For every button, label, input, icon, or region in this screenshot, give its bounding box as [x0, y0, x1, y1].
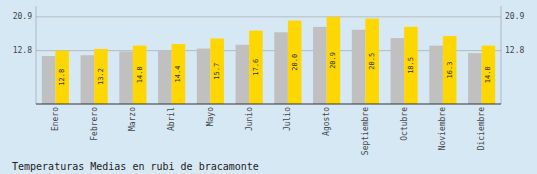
bar: [158, 51, 172, 104]
bar: [482, 46, 496, 104]
data-label: 13.2: [97, 68, 105, 85]
y-tick-label: 20.9: [13, 12, 32, 21]
bar: [391, 38, 405, 104]
data-label: 18.5: [407, 57, 415, 74]
y2-tick-label: 20.9: [505, 12, 524, 21]
bar: [443, 36, 457, 104]
data-label: 14.4: [174, 66, 182, 83]
bar: [468, 53, 482, 104]
bar: [197, 49, 211, 104]
bar: [404, 27, 418, 104]
bar: [274, 32, 288, 104]
bar: [236, 45, 250, 104]
bar: [327, 17, 341, 104]
bar: [352, 30, 366, 104]
bar: [94, 49, 108, 104]
x-tick-label: Octubre: [400, 107, 409, 141]
x-tick-label: Febrero: [90, 107, 99, 141]
bar: [81, 55, 95, 104]
x-tick-label: Agosto: [322, 107, 331, 136]
data-label: 14.0: [136, 66, 144, 83]
x-tick-label: Mayo: [206, 107, 215, 126]
bar: [288, 21, 302, 104]
data-label: 20.9: [329, 52, 337, 69]
grid-line: [36, 16, 501, 17]
x-tick-label: Septiembre: [361, 107, 370, 155]
x-tick-label: Diciembre: [477, 107, 486, 151]
bars: [42, 17, 495, 104]
x-tick-label: Abril: [167, 107, 176, 131]
data-label: 20.0: [291, 54, 299, 71]
background: [0, 0, 537, 174]
bar: [42, 56, 56, 104]
bar: [365, 19, 379, 104]
data-label: 20.5: [368, 53, 376, 70]
data-label: 16.3: [446, 62, 454, 79]
x-axis-line: [36, 103, 501, 104]
data-label: 17.6: [252, 59, 260, 76]
bar: [313, 27, 327, 104]
data-label: 14.0: [484, 66, 492, 83]
data-label: 12.8: [58, 69, 66, 86]
x-tick-label: Enero: [51, 107, 60, 131]
bar: [210, 39, 224, 104]
x-tick-label: Marzo: [128, 107, 137, 131]
y-tick-label: 12.8: [13, 46, 32, 55]
x-tick-label: Julio: [283, 107, 292, 131]
x-tick-label: Noviembre: [438, 107, 447, 151]
bar: [119, 51, 133, 104]
bar: [429, 46, 443, 104]
chart: 12.8 13.2 14.0 14.4 15.7 17.6 20.0 20.9 20.5 18.5…: [0, 0, 537, 174]
title: Temperaturas Medias en rubi de bracamont…: [12, 161, 259, 172]
bar: [55, 51, 69, 104]
bar: [249, 31, 263, 104]
y2-axis-line: [501, 6, 502, 104]
data-label: 15.7: [213, 63, 221, 80]
bar: [133, 46, 147, 104]
data-labels: 12.8 13.2 14.0 14.4 15.7 17.6 20.0 20.9 20.5 18.5…: [58, 52, 492, 86]
bar: [172, 44, 186, 104]
x-tick-label: Junio: [245, 107, 254, 131]
y2-tick-label: 12.8: [505, 46, 524, 55]
y-axis-line: [36, 6, 37, 104]
